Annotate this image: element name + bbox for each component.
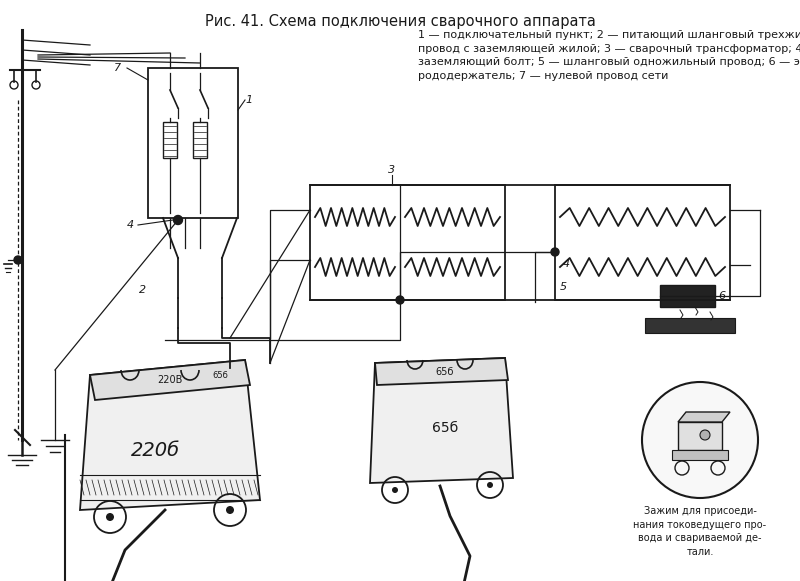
- Bar: [672, 450, 728, 460]
- Bar: [148, 68, 238, 218]
- Text: 1 — подключательный пункт; 2 — питающий шланговый трехжильный
провод с заземляющ: 1 — подключательный пункт; 2 — питающий …: [418, 30, 800, 81]
- Text: 65б: 65б: [212, 371, 228, 379]
- Circle shape: [700, 430, 710, 440]
- Polygon shape: [370, 358, 513, 483]
- Circle shape: [174, 216, 182, 224]
- Polygon shape: [375, 358, 508, 385]
- Text: 4: 4: [563, 259, 570, 269]
- Text: 65б: 65б: [432, 421, 458, 435]
- Polygon shape: [678, 412, 730, 422]
- Circle shape: [396, 296, 404, 304]
- Text: 3: 3: [389, 165, 395, 175]
- Polygon shape: [80, 360, 260, 510]
- Text: 65б: 65б: [436, 367, 454, 377]
- Circle shape: [487, 482, 493, 488]
- Text: Зажим для присоеди-
нания токоведущего про-
вода и свариваемой де-
тали.: Зажим для присоеди- нания токоведущего п…: [634, 506, 766, 557]
- Text: 2: 2: [139, 285, 146, 295]
- Text: 7: 7: [114, 63, 122, 73]
- Circle shape: [551, 248, 559, 256]
- Bar: [645, 318, 735, 333]
- Bar: [660, 285, 715, 307]
- Text: 220В: 220В: [158, 375, 182, 385]
- Bar: [678, 422, 722, 450]
- Bar: [163, 122, 177, 158]
- Circle shape: [226, 506, 234, 514]
- Circle shape: [392, 487, 398, 493]
- Text: 220б: 220б: [130, 440, 179, 460]
- Text: 1: 1: [245, 95, 252, 105]
- Polygon shape: [90, 360, 250, 400]
- Text: 4: 4: [126, 220, 134, 230]
- Circle shape: [14, 256, 22, 264]
- Bar: [193, 122, 207, 158]
- Text: 6: 6: [718, 291, 725, 301]
- Bar: [555, 185, 730, 300]
- Bar: [310, 185, 505, 300]
- Circle shape: [106, 513, 114, 521]
- Text: 5: 5: [560, 282, 567, 292]
- Text: Рис. 41. Схема подключения сварочного аппарата: Рис. 41. Схема подключения сварочного ап…: [205, 14, 595, 29]
- Circle shape: [642, 382, 758, 498]
